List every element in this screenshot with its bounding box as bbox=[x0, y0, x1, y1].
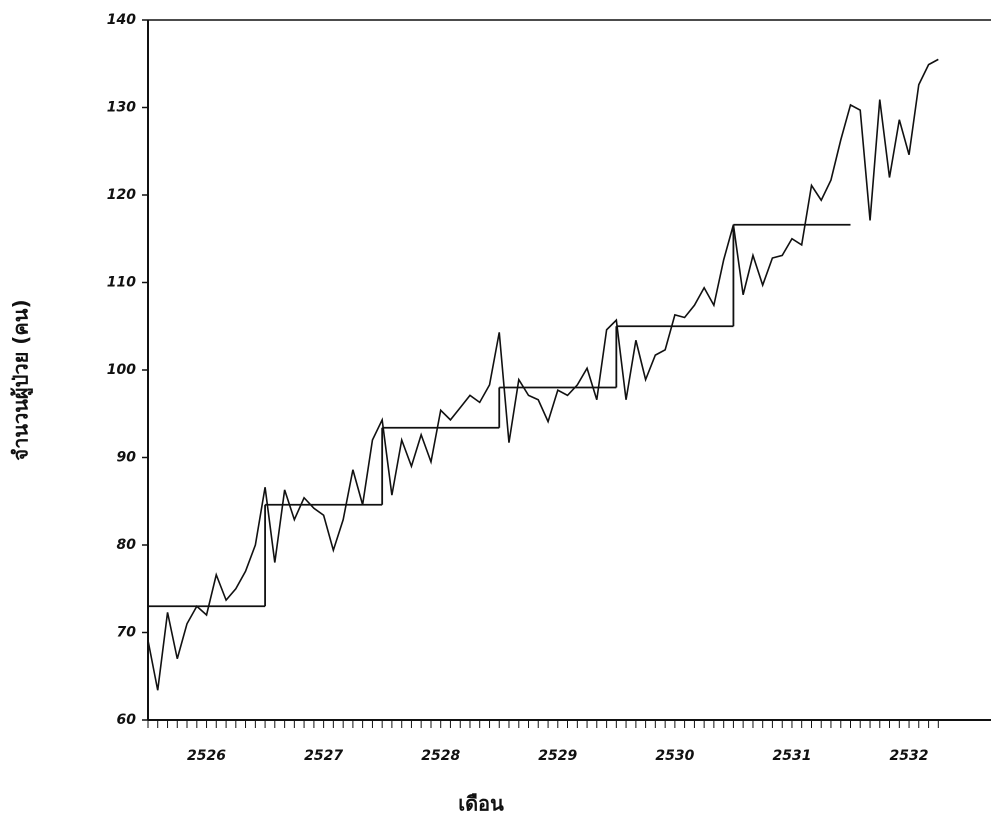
x-tick-label: 2526 bbox=[187, 748, 226, 764]
x-tick-label: 2530 bbox=[655, 748, 694, 764]
x-tick-label: 2527 bbox=[304, 748, 343, 764]
x-tick-label: 2528 bbox=[421, 748, 460, 764]
y-tick-label: 120 bbox=[107, 187, 136, 203]
x-tick-label: 2529 bbox=[538, 748, 577, 764]
y-tick-label: 70 bbox=[117, 625, 137, 641]
y-tick-label: 110 bbox=[107, 275, 136, 291]
y-axis-title: จำนวนผู้ป่วย (คน) bbox=[9, 299, 35, 460]
y-tick-label: 90 bbox=[117, 450, 137, 466]
data-line bbox=[147, 58, 939, 691]
y-tick-label: 140 bbox=[107, 12, 136, 28]
x-tick-label: 2532 bbox=[890, 748, 929, 764]
y-tick-label: 130 bbox=[107, 100, 136, 116]
y-tick-label: 60 bbox=[117, 712, 137, 728]
x-axis-title: เดือน bbox=[458, 792, 504, 816]
y-tick-label: 80 bbox=[117, 537, 137, 553]
y-tick-label: 100 bbox=[107, 362, 136, 378]
x-tick-label: 2531 bbox=[772, 748, 811, 764]
